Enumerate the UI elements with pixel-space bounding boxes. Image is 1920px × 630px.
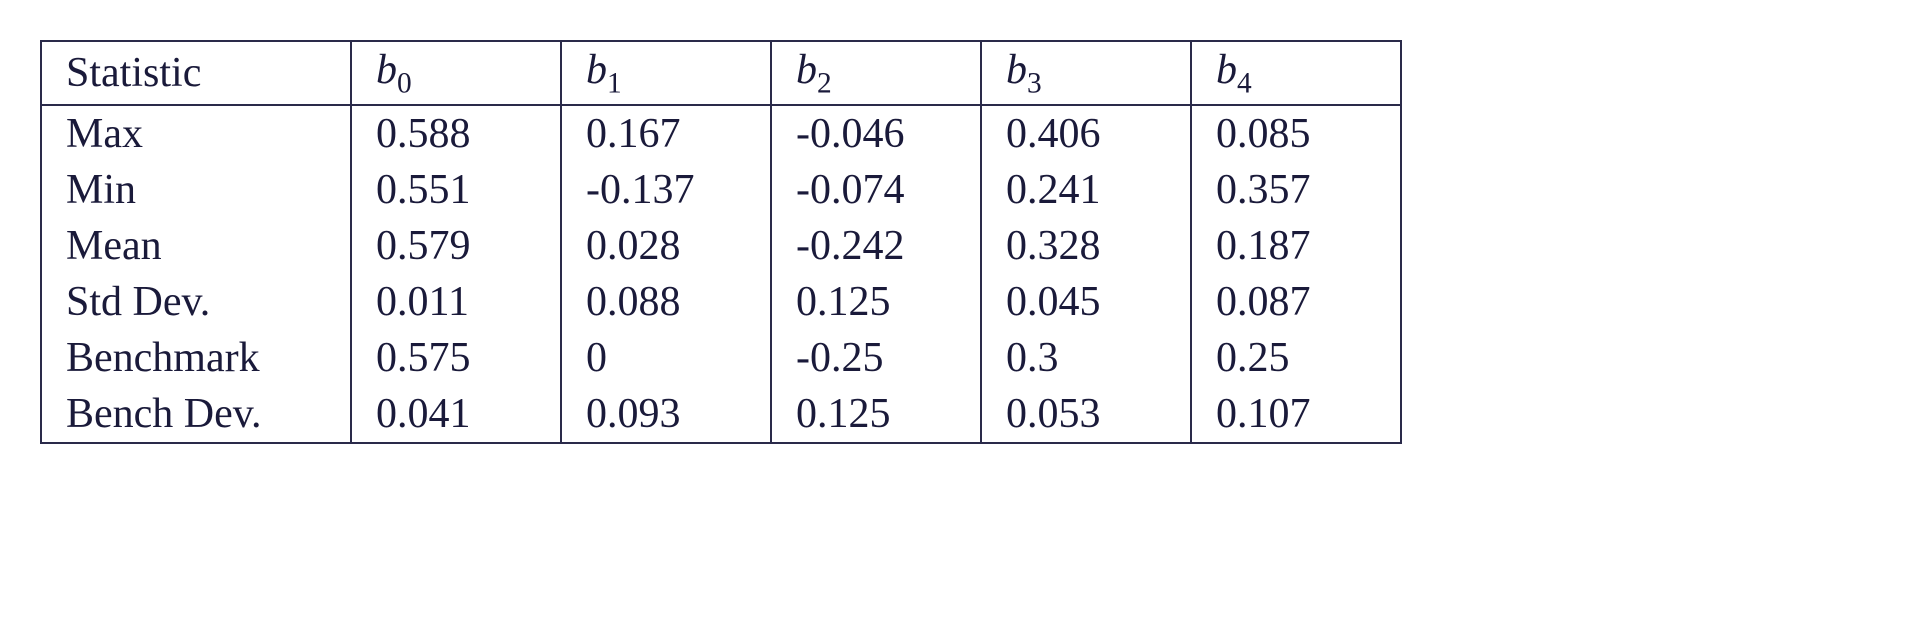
cell: 0.088 <box>561 274 771 330</box>
table-row: Std Dev. 0.011 0.088 0.125 0.045 0.087 <box>41 274 1401 330</box>
table-row: Max 0.588 0.167 -0.046 0.406 0.085 <box>41 105 1401 162</box>
header-b1: b1 <box>561 41 771 105</box>
cell: 0.406 <box>981 105 1191 162</box>
table-body: Max 0.588 0.167 -0.046 0.406 0.085 Min 0… <box>41 105 1401 443</box>
cell: 0.357 <box>1191 162 1401 218</box>
table-row: Benchmark 0.575 0 -0.25 0.3 0.25 <box>41 330 1401 386</box>
row-label: Mean <box>41 218 351 274</box>
cell: 0.25 <box>1191 330 1401 386</box>
row-label: Max <box>41 105 351 162</box>
cell: 0.107 <box>1191 386 1401 443</box>
cell: 0.093 <box>561 386 771 443</box>
cell: -0.25 <box>771 330 981 386</box>
cell: 0.085 <box>1191 105 1401 162</box>
cell: 0.028 <box>561 218 771 274</box>
cell: 0.579 <box>351 218 561 274</box>
cell: 0.041 <box>351 386 561 443</box>
header-b0: b0 <box>351 41 561 105</box>
cell: 0.575 <box>351 330 561 386</box>
cell: 0.011 <box>351 274 561 330</box>
row-label: Bench Dev. <box>41 386 351 443</box>
cell: 0.053 <box>981 386 1191 443</box>
header-b4: b4 <box>1191 41 1401 105</box>
cell: -0.242 <box>771 218 981 274</box>
cell: 0.187 <box>1191 218 1401 274</box>
cell: 0.3 <box>981 330 1191 386</box>
cell: 0.167 <box>561 105 771 162</box>
cell: -0.046 <box>771 105 981 162</box>
cell: 0.328 <box>981 218 1191 274</box>
cell: -0.137 <box>561 162 771 218</box>
cell: 0.241 <box>981 162 1191 218</box>
row-label: Min <box>41 162 351 218</box>
statistics-table: Statistic b0 b1 b2 b3 b4 Max 0.588 0.167… <box>40 40 1402 444</box>
cell: 0.551 <box>351 162 561 218</box>
cell: -0.074 <box>771 162 981 218</box>
row-label: Benchmark <box>41 330 351 386</box>
table-row: Mean 0.579 0.028 -0.242 0.328 0.187 <box>41 218 1401 274</box>
row-label: Std Dev. <box>41 274 351 330</box>
table-header-row: Statistic b0 b1 b2 b3 b4 <box>41 41 1401 105</box>
header-b3: b3 <box>981 41 1191 105</box>
cell: 0 <box>561 330 771 386</box>
cell: 0.045 <box>981 274 1191 330</box>
header-statistic: Statistic <box>41 41 351 105</box>
cell: 0.125 <box>771 386 981 443</box>
cell: 0.125 <box>771 274 981 330</box>
table-row: Bench Dev. 0.041 0.093 0.125 0.053 0.107 <box>41 386 1401 443</box>
header-b2: b2 <box>771 41 981 105</box>
cell: 0.087 <box>1191 274 1401 330</box>
table-row: Min 0.551 -0.137 -0.074 0.241 0.357 <box>41 162 1401 218</box>
cell: 0.588 <box>351 105 561 162</box>
